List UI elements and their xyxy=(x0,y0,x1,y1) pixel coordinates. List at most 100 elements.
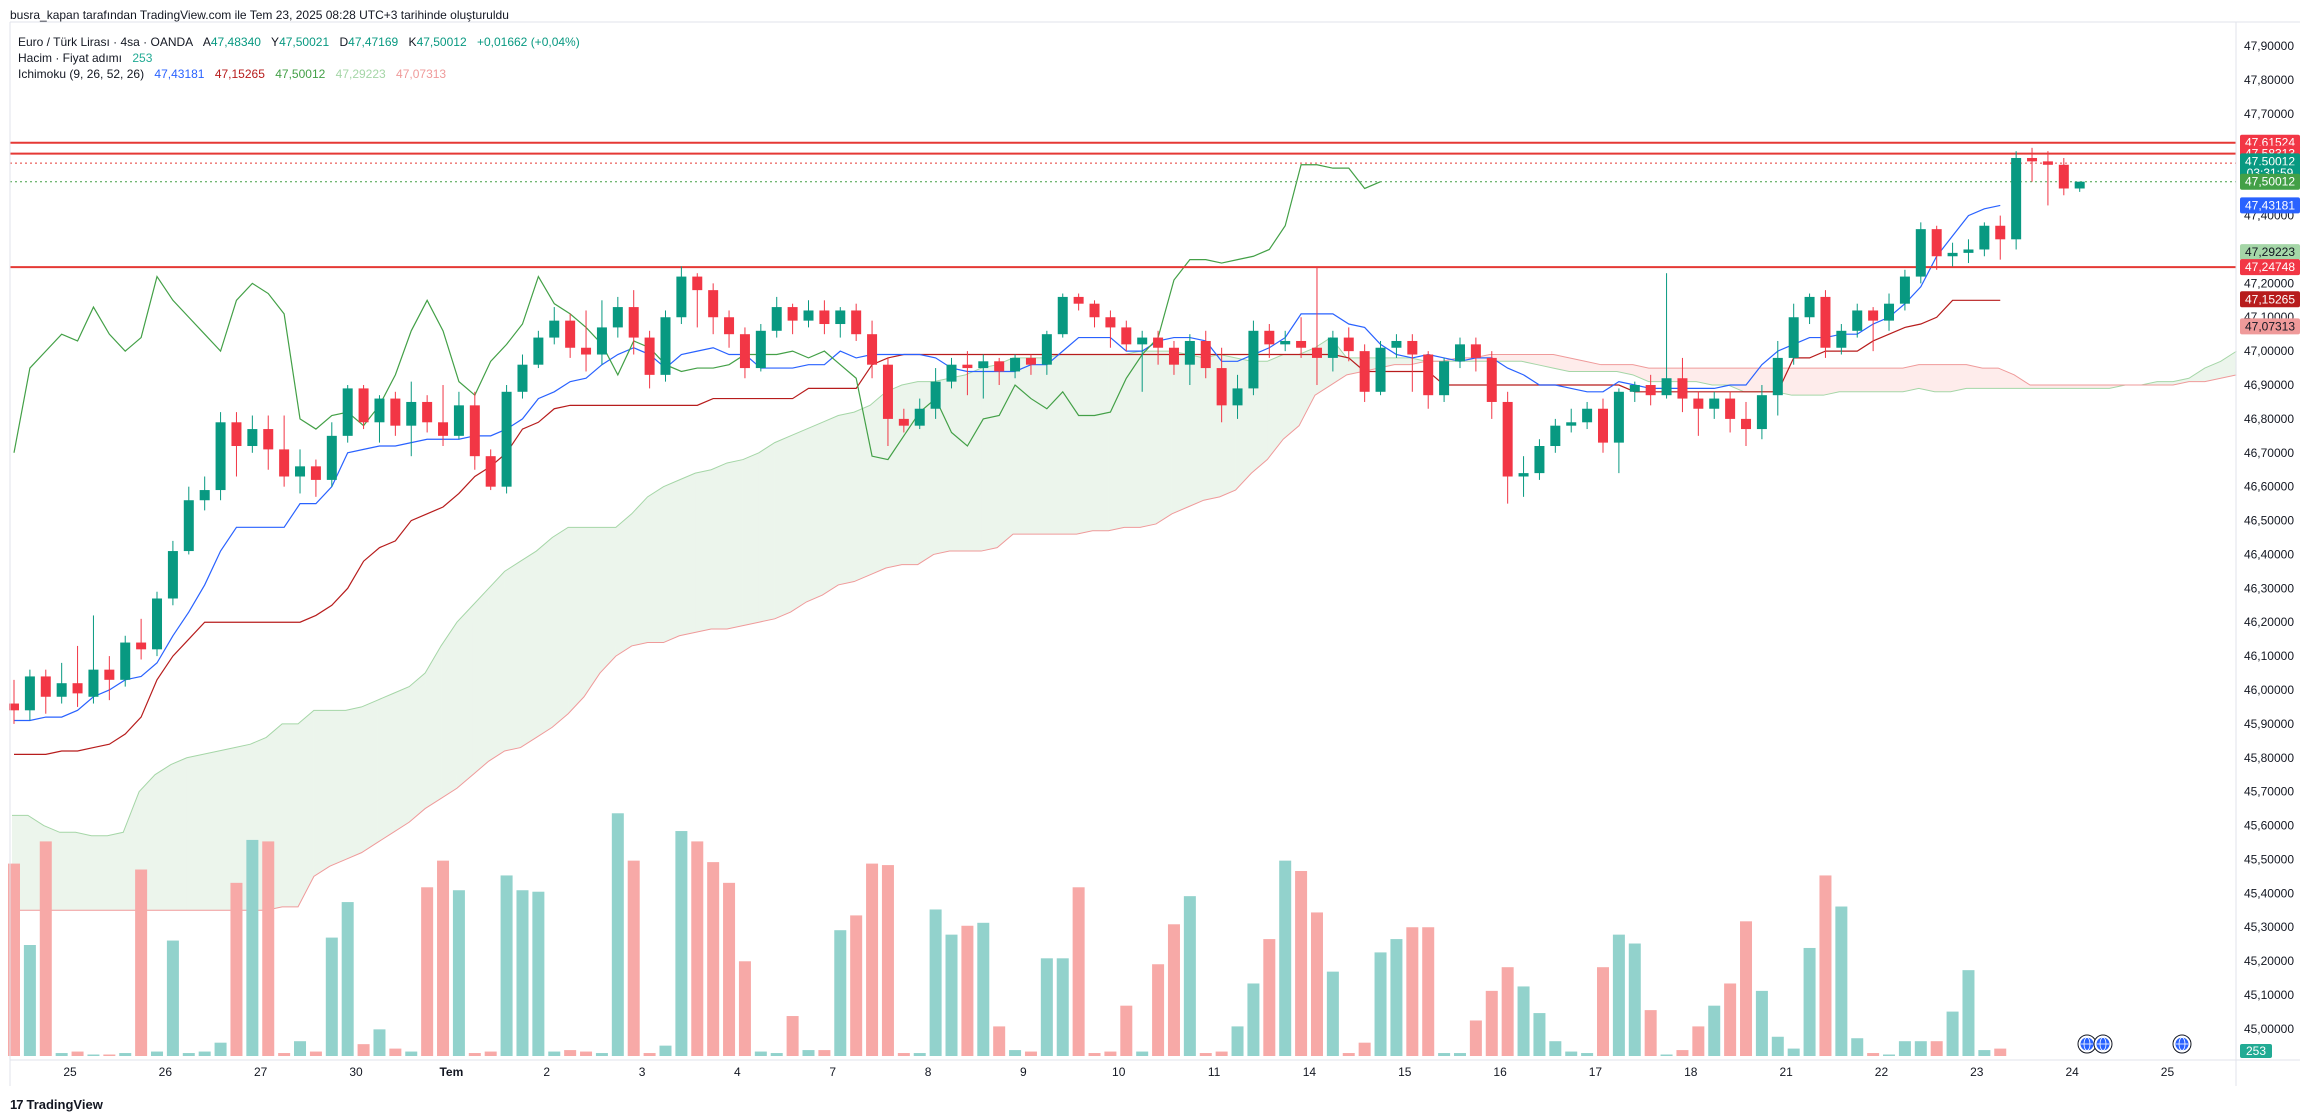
volume-bar xyxy=(675,831,688,1056)
volume-bar xyxy=(71,1051,84,1056)
economic-event-icon[interactable] xyxy=(2077,1034,2097,1054)
cloud-segment xyxy=(298,710,314,907)
volume-bar xyxy=(39,841,52,1056)
event-icon-latitude xyxy=(2178,1037,2186,1051)
cloud-segment xyxy=(1171,351,1188,514)
volume-bar xyxy=(881,865,894,1056)
cloud-segment xyxy=(981,364,998,552)
candle-up xyxy=(914,408,925,426)
candle-down xyxy=(263,429,274,450)
event-markers[interactable] xyxy=(2077,1034,2192,1054)
tradingview-logo[interactable]: 17 TradingView xyxy=(10,1097,103,1112)
attribution-text: busra_kapan tarafından TradingView.com i… xyxy=(10,8,509,22)
cloud-segment xyxy=(679,473,696,636)
cloud-segment xyxy=(2077,385,2094,389)
candle-up xyxy=(247,429,258,447)
cloud-segment xyxy=(313,710,330,877)
volume-bar xyxy=(1597,967,1609,1056)
economic-event-icon[interactable] xyxy=(2172,1034,2192,1054)
volume-bar xyxy=(1024,1051,1037,1056)
candlesticks xyxy=(9,147,2085,724)
horizontal-levels[interactable] xyxy=(10,141,2236,269)
economic-event-icon[interactable] xyxy=(2093,1034,2113,1054)
y-tick-label: 45,00000 xyxy=(2244,1022,2294,1036)
volume-bar xyxy=(611,813,624,1056)
cloud-segment xyxy=(838,412,855,585)
candle-up xyxy=(1280,340,1291,345)
volume-row[interactable]: Hacim · Fiyat adımı 253 xyxy=(18,50,587,66)
cloud-segment xyxy=(2045,385,2062,389)
candle-up xyxy=(660,317,671,375)
candle-up xyxy=(453,405,464,436)
volume-bar xyxy=(516,890,529,1056)
symbol-row[interactable]: Euro / Türk Lirası · 4sa · OANDA A47,483… xyxy=(18,34,587,50)
cloud-segment xyxy=(1648,368,1665,382)
candle-down xyxy=(898,418,909,426)
candle-down xyxy=(724,317,735,335)
ichimoku-row[interactable]: Ichimoku (9, 26, 52, 26) 47,43181 47,152… xyxy=(18,66,587,82)
candle-down xyxy=(867,334,878,365)
cloud-segment xyxy=(361,700,378,853)
candle-up xyxy=(2011,157,2022,240)
cloud-segment xyxy=(1585,361,1601,372)
volume-bar xyxy=(929,909,942,1056)
candle-up xyxy=(596,327,607,355)
volume-bar xyxy=(1374,952,1387,1056)
cloud-segment xyxy=(742,452,759,626)
volume-bar xyxy=(1740,921,1753,1056)
price-label-badge xyxy=(2240,244,2300,261)
cloud-segment xyxy=(1140,351,1157,528)
y-tick-label: 47,20000 xyxy=(2244,276,2294,290)
cloud-segment xyxy=(885,385,902,568)
volume-bar xyxy=(1438,1053,1451,1056)
candle-down xyxy=(1153,337,1164,348)
candle-up xyxy=(771,307,782,331)
candle-up xyxy=(1899,276,1910,304)
volume-bar xyxy=(278,1053,291,1056)
volume-bar xyxy=(262,841,275,1056)
candle-down xyxy=(358,388,369,423)
cloud-segment xyxy=(647,486,664,643)
cloud-segment xyxy=(997,357,1014,548)
candle-down xyxy=(1820,296,1831,348)
price-axis[interactable]: 47,9000047,8000047,7000047,6000047,50000… xyxy=(9,21,2300,1086)
candle-up xyxy=(56,683,67,697)
volume-bar xyxy=(1898,1041,1911,1056)
cloud-segment xyxy=(901,381,918,565)
candle-down xyxy=(310,466,321,480)
candle-down xyxy=(1105,317,1116,328)
cloud-segment xyxy=(441,622,457,799)
volume-bar xyxy=(214,1042,227,1056)
volume-bar xyxy=(1310,912,1323,1056)
volume-bar xyxy=(1755,990,1768,1056)
y-tick-label: 46,80000 xyxy=(2244,412,2294,426)
candle-down xyxy=(644,337,655,375)
cloud-segment xyxy=(1346,357,1363,375)
cloud-segment xyxy=(2014,374,2031,389)
volume-bar xyxy=(309,1051,322,1056)
candle-up xyxy=(501,391,512,487)
time-axis[interactable]: 25 26 27 30 Tem 2 3 4 7 8 9 10 11 14 15 16 17 18 21 22 23 24 2… xyxy=(63,1065,2174,1079)
candle-up xyxy=(1327,337,1338,358)
volume-bar xyxy=(166,940,179,1056)
volume-bar xyxy=(1453,1053,1466,1056)
y-tick-label: 45,50000 xyxy=(2244,852,2294,866)
candle-up xyxy=(612,307,623,328)
volume-bar xyxy=(1962,970,1975,1056)
price-label-badge xyxy=(2240,197,2300,214)
cloud-segment xyxy=(1823,368,1840,396)
candle-up xyxy=(1629,385,1640,392)
candle-up xyxy=(1137,337,1148,345)
volume-bar xyxy=(1819,875,1832,1056)
x-tick-label: 21 xyxy=(1779,1065,1793,1079)
cloud-segment xyxy=(806,422,823,602)
volume-bar xyxy=(643,1053,656,1056)
volume-bar xyxy=(1215,1051,1228,1056)
cloud-segment xyxy=(1187,354,1204,508)
volume-bar xyxy=(1263,939,1276,1056)
volume-bar xyxy=(595,1053,608,1056)
y-tick-label: 46,70000 xyxy=(2244,446,2294,460)
cloud-segment xyxy=(1013,357,1029,535)
volume-bar xyxy=(294,1041,307,1056)
